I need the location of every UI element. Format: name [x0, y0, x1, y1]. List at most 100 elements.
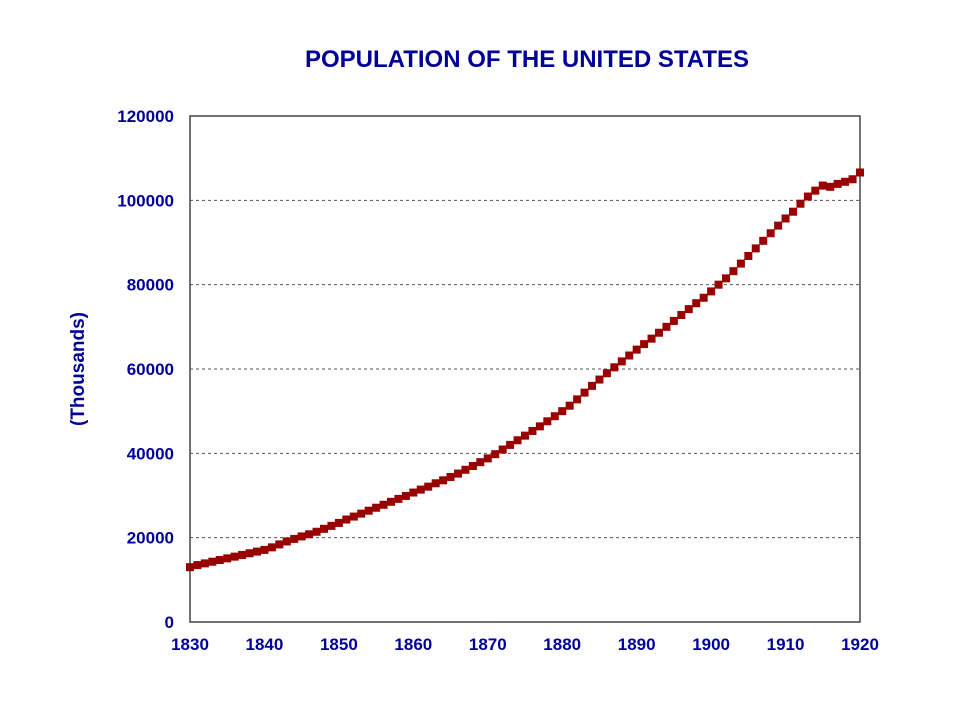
data-point	[275, 540, 284, 549]
data-point	[789, 207, 797, 216]
data-point	[558, 407, 567, 416]
data-point	[818, 181, 827, 190]
data-point	[364, 506, 373, 515]
data-point	[655, 328, 663, 337]
data-point	[729, 267, 738, 276]
data-point	[610, 363, 619, 372]
x-tick-label-1900: 1900	[692, 635, 730, 654]
data-point	[297, 532, 306, 541]
data-point	[699, 293, 708, 302]
data-point	[684, 305, 693, 314]
y-tick-label-80000: 80000	[127, 276, 174, 295]
data-point	[320, 524, 328, 533]
x-tick-label-1890: 1890	[618, 635, 656, 654]
y-tick-label-120000: 120000	[117, 107, 174, 126]
y-tick-label-100000: 100000	[117, 191, 174, 210]
data-point	[506, 440, 515, 449]
data-point	[640, 340, 649, 349]
data-point	[744, 251, 753, 260]
data-point	[543, 417, 552, 426]
data-point	[677, 311, 686, 320]
y-tick-label-0: 0	[165, 613, 174, 632]
data-point	[409, 488, 418, 497]
plot-frame	[189, 115, 861, 623]
data-point	[632, 345, 641, 354]
data-point	[327, 521, 336, 530]
data-point	[476, 458, 485, 467]
data-point	[781, 214, 790, 223]
data-markers	[186, 168, 864, 572]
x-tick-label-1840: 1840	[246, 635, 284, 654]
data-point	[759, 236, 768, 245]
chart-title: POPULATION OF THE UNITED STATES	[305, 46, 749, 73]
data-point	[357, 509, 366, 518]
data-point	[483, 454, 492, 463]
data-point	[439, 476, 448, 485]
data-point	[528, 426, 537, 435]
y-tick-label-40000: 40000	[127, 444, 174, 463]
data-point	[312, 527, 321, 536]
data-point	[766, 229, 775, 238]
grid-lines	[190, 199, 860, 539]
data-point	[342, 515, 351, 524]
x-tick-label-1910: 1910	[767, 635, 805, 654]
data-point	[208, 557, 217, 566]
data-point	[513, 436, 522, 445]
data-point	[774, 221, 783, 230]
y-tick-label-20000: 20000	[127, 529, 174, 548]
data-point	[573, 395, 582, 404]
data-point	[253, 547, 261, 556]
data-point	[193, 561, 202, 570]
data-point	[379, 500, 388, 509]
data-point	[461, 465, 470, 474]
data-point	[856, 168, 864, 177]
data-point	[238, 550, 247, 559]
data-point	[692, 299, 701, 308]
data-point	[841, 177, 850, 186]
data-point	[401, 491, 410, 500]
data-point	[602, 369, 611, 378]
data-point	[387, 497, 395, 506]
x-tick-label-1920: 1920	[841, 635, 879, 654]
y-tick-labels: 0 20000 40000 60000 80000 100000 120000	[117, 107, 174, 632]
data-point	[736, 259, 745, 268]
data-point	[446, 472, 455, 481]
data-point	[580, 388, 589, 397]
data-point	[848, 175, 857, 184]
data-point	[588, 381, 596, 390]
data-point	[394, 494, 403, 503]
data-point	[186, 563, 194, 572]
data-point	[625, 351, 634, 360]
data-point	[796, 199, 805, 208]
data-point	[305, 530, 314, 539]
data-point	[595, 375, 604, 384]
data-point	[617, 357, 626, 366]
data-point	[647, 334, 656, 343]
data-point	[498, 445, 507, 454]
data-point	[833, 179, 842, 188]
data-point	[826, 182, 835, 191]
data-point	[454, 469, 462, 478]
data-point	[200, 559, 209, 568]
data-point	[707, 287, 716, 296]
x-tick-label-1880: 1880	[543, 635, 581, 654]
x-tick-label-1850: 1850	[320, 635, 358, 654]
data-point	[416, 485, 425, 494]
x-tick-label-1830: 1830	[171, 635, 209, 654]
data-point	[811, 186, 820, 195]
data-point	[722, 274, 730, 283]
data-point	[282, 537, 291, 546]
data-point	[260, 545, 269, 554]
data-point	[267, 543, 276, 552]
data-point	[230, 552, 239, 561]
data-point	[424, 482, 433, 491]
data-point	[669, 316, 678, 325]
data-point	[290, 534, 299, 543]
data-point	[431, 479, 440, 488]
data-point	[521, 431, 529, 440]
data-point	[245, 549, 254, 558]
x-tick-label-1860: 1860	[394, 635, 432, 654]
data-point	[372, 503, 381, 512]
data-point	[714, 280, 723, 289]
